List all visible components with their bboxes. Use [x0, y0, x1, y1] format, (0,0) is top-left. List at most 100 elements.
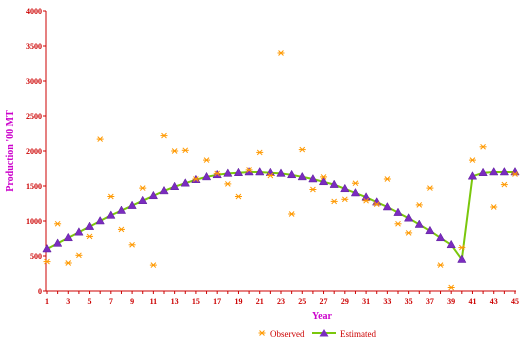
- observed-point: [383, 176, 391, 182]
- observed-point: [468, 157, 476, 163]
- observed-point: [320, 174, 328, 180]
- estimated-point: [457, 254, 467, 263]
- observed-point: [288, 211, 296, 217]
- estimated-point: [478, 167, 488, 176]
- x-tick-label: 5: [88, 297, 92, 306]
- y-tick-label: 3000: [26, 77, 42, 86]
- x-axis-title: Year: [312, 311, 333, 322]
- observed-point: [86, 233, 94, 240]
- estimated-point: [425, 225, 435, 235]
- observed-point: [362, 197, 370, 204]
- estimated-point: [276, 168, 286, 177]
- estimated-point: [53, 238, 63, 247]
- observed-point: [394, 220, 402, 227]
- observed-point: [277, 50, 285, 56]
- estimated-point: [84, 221, 95, 230]
- estimated-point: [95, 215, 105, 225]
- estimated-point: [170, 181, 180, 190]
- observed-point: [373, 201, 381, 208]
- estimated-series: [46, 171, 515, 263]
- estimated-point: [201, 171, 212, 181]
- estimated-point: [180, 178, 190, 187]
- estimated-point: [148, 190, 158, 200]
- y-tick-label: 2500: [26, 112, 42, 121]
- estimated-point: [233, 167, 244, 176]
- y-tick-label: 500: [30, 252, 42, 261]
- estimated-point: [329, 179, 339, 188]
- estimated-point: [106, 210, 116, 219]
- x-tick-label: 7: [109, 297, 113, 306]
- x-tick-labels: 1 3 5 7 9 11 13 15 17 19 21 23 25 27 29 31 33 35 37 39 41 43 4…: [45, 297, 519, 306]
- estimated-line: [46, 171, 515, 263]
- x-tick-label: 31: [362, 297, 370, 306]
- estimated-point: [435, 232, 446, 242]
- x-tick-label: 23: [277, 297, 285, 306]
- observed-point: [203, 157, 211, 163]
- estimated-point: [382, 201, 392, 211]
- observed-point: [309, 186, 317, 193]
- y-tick-labels: 0 500 1000 1500 2000 2500 3000 3500 4000: [26, 7, 42, 296]
- x-tick-label: 37: [426, 297, 434, 306]
- legend: Observed Estimated: [258, 329, 376, 339]
- x-tick-label: 1: [45, 297, 49, 306]
- estimated-point: [74, 227, 84, 236]
- observed-point: [256, 149, 264, 156]
- x-tick-label: 43: [490, 297, 498, 306]
- estimated-point: [446, 239, 456, 249]
- estimated-point: [244, 166, 254, 176]
- estimated-point: [340, 183, 350, 193]
- observed-point: [415, 202, 423, 208]
- observed-point: [458, 244, 466, 251]
- observed-point: [426, 185, 434, 191]
- estimated-point: [287, 169, 297, 179]
- estimated-point: [372, 197, 382, 206]
- estimated-point: [489, 166, 499, 176]
- x-tick-label: 11: [150, 297, 158, 306]
- observed-point: [149, 262, 157, 268]
- estimated-point: [297, 171, 307, 181]
- x-tick-label: 33: [383, 297, 391, 306]
- observed-point: [298, 146, 306, 153]
- x-tick-label: 29: [341, 297, 349, 306]
- x-tick-label: 35: [405, 297, 413, 306]
- estimated-point: [467, 171, 478, 180]
- observed-point: [181, 147, 189, 154]
- y-tick-label: 0: [38, 287, 42, 296]
- estimated-markers: [42, 166, 520, 263]
- x-tick-label: 19: [234, 297, 242, 306]
- observed-point: [117, 226, 125, 233]
- estimated-point: [499, 166, 509, 176]
- x-tick-label: 13: [171, 297, 179, 306]
- x-tick-label: 41: [468, 297, 476, 306]
- observed-point: [96, 136, 104, 142]
- x-tick-label: 3: [66, 297, 70, 306]
- estimated-point: [308, 173, 318, 183]
- estimated-point: [510, 166, 520, 176]
- observed-point: [447, 284, 455, 291]
- observed-point: [139, 185, 147, 191]
- x-tick-label: 15: [192, 297, 200, 306]
- estimated-point: [318, 176, 329, 186]
- observed-point: [192, 176, 200, 182]
- observed-point: [171, 148, 179, 154]
- estimated-point: [127, 200, 137, 209]
- y-tick-label: 2000: [26, 147, 42, 156]
- observed-point: [266, 172, 274, 179]
- y-axis-title: Production '00 MT: [5, 110, 16, 192]
- estimated-point: [63, 232, 73, 242]
- estimated-point: [116, 205, 127, 214]
- estimated-point: [223, 168, 233, 177]
- axes: [43, 10, 516, 294]
- observed-point: [341, 196, 349, 203]
- estimated-point: [350, 187, 361, 197]
- observed-point: [351, 180, 359, 187]
- observed-point: [213, 170, 221, 177]
- legend-estimated-label: Estimated: [340, 329, 376, 339]
- x-tick-label: 17: [213, 297, 221, 306]
- y-tick-label: 4000: [26, 7, 42, 16]
- y-tick-label: 1000: [26, 217, 42, 226]
- observed-point: [43, 258, 51, 265]
- legend-observed-marker: [258, 330, 266, 336]
- observed-point: [437, 262, 445, 268]
